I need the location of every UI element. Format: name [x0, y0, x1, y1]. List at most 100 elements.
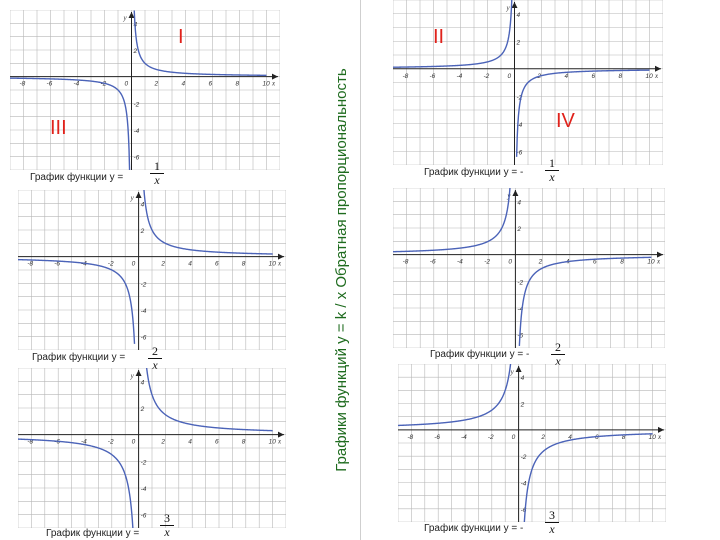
- fraction-denominator: x: [549, 170, 555, 184]
- y-tick-label: -2: [517, 94, 523, 101]
- x-tick-label: 4: [565, 73, 569, 80]
- x-tick-label: -2: [484, 259, 490, 266]
- x-tick-label: 6: [592, 73, 596, 80]
- graph-caption: График функции y =: [32, 352, 126, 363]
- quadrant-label-iv: IV: [556, 110, 575, 132]
- hyperbola-branch-left: [18, 258, 136, 344]
- x-tick-label: -4: [81, 439, 87, 446]
- y-tick-label: -6: [141, 335, 147, 342]
- x-tick-label: 4: [182, 81, 186, 88]
- graph-caption: График функции y = -: [424, 523, 524, 534]
- x-tick-label: -4: [457, 259, 463, 266]
- x-axis-arrow: [278, 253, 284, 260]
- x-tick-label: -6: [54, 261, 60, 268]
- y-tick-label: -6: [134, 155, 140, 162]
- y-tick-label: -4: [141, 308, 147, 315]
- x-tick-label: -4: [81, 261, 87, 268]
- x-tick-label: 8: [242, 261, 246, 268]
- fraction-denominator: x: [164, 525, 170, 539]
- x-tick-label: -6: [430, 259, 436, 266]
- fraction-numerator: 1: [545, 157, 559, 171]
- x-tick-label: 0: [132, 261, 136, 268]
- graph-fraction: 1 x: [150, 160, 164, 187]
- x-tick-label: -6: [54, 439, 60, 446]
- x-tick-label: -2: [108, 439, 114, 446]
- y-tick-label: -4: [134, 128, 140, 135]
- x-axis-arrow: [655, 65, 661, 72]
- x-tick-label: 4: [568, 434, 572, 441]
- x-tick-label: 0: [512, 434, 516, 441]
- y-tick-label: 4: [141, 379, 145, 386]
- x-tick-label: 8: [619, 73, 623, 80]
- hyperbola-branch-left: [398, 364, 512, 427]
- y-axis-arrow: [512, 190, 519, 196]
- y-axis-label: y: [130, 372, 135, 380]
- x-tick-label: -4: [457, 73, 463, 80]
- x-tick-label: 10: [269, 261, 277, 268]
- hyperbola-branch-right: [518, 256, 652, 346]
- x-tick-label: 0: [508, 73, 512, 80]
- x-tick-label: 8: [242, 439, 246, 446]
- y-tick-label: 2: [140, 406, 145, 413]
- graph-caption: График функции y =: [46, 528, 140, 539]
- y-tick-label: 4: [141, 201, 145, 208]
- y-tick-label: -4: [517, 306, 523, 313]
- y-tick-label: -2: [517, 279, 523, 286]
- hyperbola-branch-right: [143, 190, 273, 255]
- x-tick-label: 10: [647, 259, 655, 266]
- y-tick-label: 4: [517, 12, 521, 19]
- quadrant-label-i: I: [178, 26, 184, 48]
- x-tick-label: -6: [47, 81, 53, 88]
- x-tick-label: 4: [188, 439, 192, 446]
- x-tick-label: 2: [160, 261, 165, 268]
- y-axis-arrow: [128, 12, 135, 18]
- y-tick-label: -2: [521, 454, 527, 461]
- x-axis-label: x: [657, 433, 662, 441]
- x-tick-label: -8: [407, 434, 413, 441]
- y-tick-label: -2: [134, 101, 140, 108]
- x-tick-label: 0: [508, 259, 512, 266]
- graph-fraction: 3 x: [160, 512, 174, 539]
- y-tick-label: 2: [520, 402, 525, 409]
- x-tick-label: 8: [236, 81, 240, 88]
- x-tick-label: 10: [646, 73, 654, 80]
- x-tick-label: -6: [430, 73, 436, 80]
- y-axis-label: y: [506, 4, 511, 12]
- y-axis-label: y: [130, 194, 135, 202]
- page-title: Графики функций y = k / x Обратная пропо…: [333, 68, 350, 472]
- fraction-denominator: x: [549, 522, 555, 536]
- fraction-numerator: 3: [160, 512, 174, 526]
- graph-panel-left-3: -8 -6 -4 -2 0 2 4 6 8 10 4 2 -2 -4 -6 x y: [18, 368, 286, 528]
- x-tick-label: 0: [125, 81, 129, 88]
- y-axis-arrow: [515, 366, 522, 372]
- hyperbola-branch-left: [18, 438, 134, 528]
- x-tick-label: 6: [215, 439, 219, 446]
- x-tick-label: 2: [540, 434, 545, 441]
- y-tick-label: -4: [521, 481, 527, 488]
- column-divider: [360, 0, 361, 540]
- y-axis-arrow: [511, 2, 518, 8]
- y-tick-label: -6: [521, 507, 527, 514]
- graph-fraction: 1 x: [545, 157, 559, 184]
- hyperbola-branch-left: [10, 77, 131, 170]
- x-tick-label: 8: [620, 259, 624, 266]
- x-tick-label: 2: [160, 439, 165, 446]
- x-tick-label: 6: [593, 259, 597, 266]
- x-tick-label: 2: [154, 81, 159, 88]
- x-tick-label: -8: [27, 261, 33, 268]
- y-tick-label: -4: [517, 122, 523, 129]
- fraction-denominator: x: [152, 358, 158, 372]
- y-tick-label: 2: [516, 39, 521, 46]
- hyperbola-branch-right: [515, 69, 650, 157]
- x-axis-label: x: [277, 260, 282, 268]
- x-tick-label: -8: [403, 259, 409, 266]
- y-tick-label: 4: [517, 199, 521, 206]
- fraction-numerator: 2: [148, 345, 162, 359]
- x-axis-label: x: [271, 80, 276, 88]
- y-axis-arrow: [135, 370, 142, 376]
- graph-panel-right-2: -8 -6 -4 -2 0 2 4 6 8 10 4 2 -2 -4 -6 x y: [393, 188, 665, 348]
- x-axis-label: x: [277, 438, 282, 446]
- x-tick-label: -2: [488, 434, 494, 441]
- x-tick-label: -8: [20, 81, 26, 88]
